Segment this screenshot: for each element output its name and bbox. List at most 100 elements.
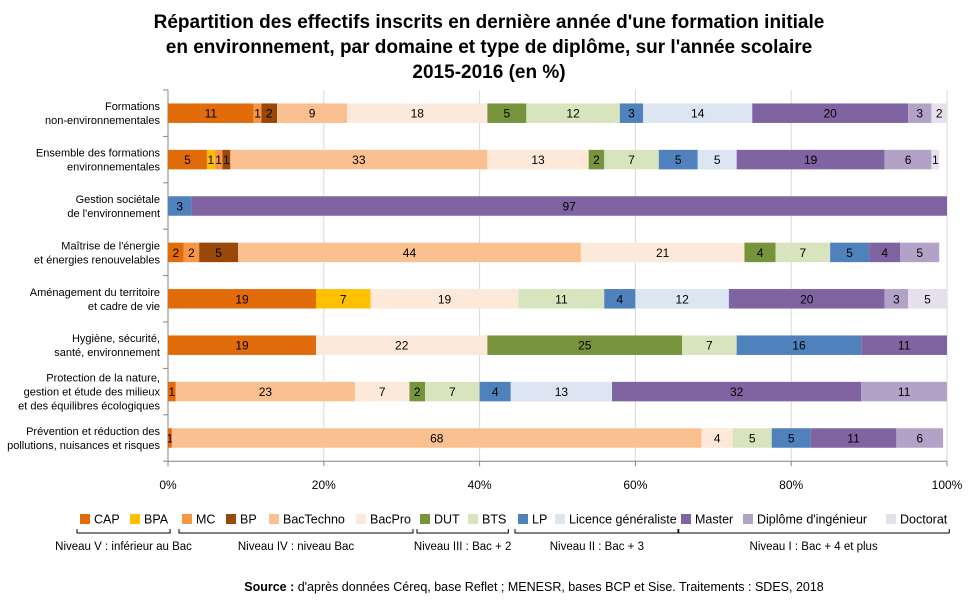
- data-label: 12: [675, 292, 689, 306]
- category-label-line: Hygiène, sécurité,: [72, 333, 160, 345]
- source-text: d'après données Céreq, base Reflet ; MEN…: [294, 580, 824, 594]
- data-label: 4: [881, 246, 888, 260]
- bar-segment: [487, 149, 589, 170]
- legend-swatch: [518, 514, 528, 524]
- bar-segment: [861, 381, 947, 402]
- legend-swatch: [681, 514, 691, 524]
- data-label: 18: [411, 107, 425, 121]
- bar-segment: [347, 103, 488, 123]
- data-label: 7: [379, 385, 386, 399]
- level-label: Niveau V : inférieur au Bac: [55, 541, 192, 553]
- x-tick-label: 80%: [779, 478, 803, 492]
- data-label: 11: [555, 292, 568, 306]
- level-label: Niveau IV : niveau Bac: [238, 541, 355, 553]
- category-label-line: et cadre de vie: [88, 301, 160, 313]
- data-label: 7: [449, 385, 456, 399]
- bar-segment: [168, 335, 317, 355]
- chart-title-line: Répartition des effectifs inscrits en de…: [153, 12, 825, 33]
- data-label: 2: [266, 107, 273, 121]
- data-label: 1: [223, 153, 230, 167]
- category-label: Formations non-environnementales: [45, 101, 160, 127]
- data-label: 11: [898, 385, 911, 399]
- data-label: 11: [847, 432, 860, 446]
- data-label: 4: [757, 246, 764, 260]
- data-label: 1: [932, 153, 939, 167]
- bar-segment: [206, 149, 215, 170]
- data-label: 4: [616, 292, 623, 306]
- data-label: 3: [916, 107, 923, 121]
- level-bracket: [677, 529, 950, 534]
- data-label: 7: [340, 292, 347, 306]
- legend-swatch: [182, 514, 192, 524]
- data-label: 5: [675, 153, 682, 167]
- bar-segment: [222, 149, 231, 170]
- legend-label: CAP: [94, 513, 120, 527]
- data-label: 20: [800, 292, 814, 306]
- chart-title: Répartition des effectifs inscrits en de…: [0, 10, 978, 85]
- level-bracket: [416, 529, 509, 534]
- data-label: 2: [414, 385, 421, 399]
- bar-segment: [168, 196, 192, 216]
- data-label: 19: [235, 292, 249, 306]
- bar-segment: [931, 103, 947, 123]
- bar-segment: [643, 103, 753, 123]
- bar-segment: [409, 381, 426, 402]
- data-label: 2: [593, 153, 600, 167]
- bar-segment: [682, 335, 737, 355]
- category-label-line: de l'environnement: [67, 208, 160, 220]
- legend-swatch: [80, 514, 90, 524]
- bar-segment: [479, 381, 511, 402]
- bar-segment: [183, 242, 200, 263]
- legend-swatch: [420, 514, 430, 524]
- bar-segment: [728, 289, 885, 309]
- data-label: 19: [804, 153, 818, 167]
- level-bracket: [514, 529, 680, 534]
- bar-segment: [261, 103, 278, 123]
- bar-segment: [487, 103, 527, 123]
- legend-swatch: [269, 514, 279, 524]
- data-label: 19: [235, 339, 249, 353]
- category-label: Ensemble des formations environnementales: [36, 148, 161, 174]
- data-label: 21: [656, 246, 670, 260]
- bar-segment: [908, 289, 947, 309]
- bar-segment: [316, 335, 488, 355]
- x-tick-label: 0%: [159, 478, 177, 492]
- data-label: 97: [563, 200, 577, 214]
- data-label: 32: [730, 385, 744, 399]
- data-label: 25: [578, 339, 592, 353]
- category-label: Prévention et réduction des pollutions, n…: [7, 426, 160, 452]
- data-label: 5: [749, 432, 756, 446]
- data-label: 23: [259, 385, 273, 399]
- data-label: 33: [352, 153, 366, 167]
- bar-segment: [230, 149, 488, 170]
- bar-segment: [896, 428, 944, 448]
- bar-segment: [168, 289, 317, 309]
- data-label: 11: [205, 107, 218, 121]
- bar-segment: [238, 242, 581, 263]
- category-label-line: Gestion sociétale: [76, 194, 160, 206]
- category-label: Aménagement du territoire et cadre de vie: [30, 287, 160, 313]
- bar-segment: [830, 242, 870, 263]
- legend-label: Licence généraliste: [569, 513, 677, 527]
- bar-segment: [253, 103, 262, 123]
- chart-title-line: en environnement, par domaine et type de…: [165, 37, 813, 58]
- data-label: 1: [169, 385, 176, 399]
- legend-swatch: [555, 514, 565, 524]
- source-prefix: Source :: [244, 580, 295, 594]
- legend-label: Diplôme d'ingénieur: [757, 513, 867, 527]
- category-label-line: et énergies renouvelables: [34, 254, 160, 266]
- data-label: 7: [628, 153, 635, 167]
- bar-segment: [168, 103, 254, 123]
- legend-swatch: [743, 514, 753, 524]
- level-label: Niveau II : Bac + 3: [550, 541, 644, 553]
- data-label: 5: [215, 246, 222, 260]
- data-label: 5: [504, 107, 511, 121]
- level-label: Niveau I : Bac + 4 et plus: [750, 541, 878, 553]
- bar-segment: [168, 149, 207, 170]
- bar-segment: [619, 103, 644, 123]
- bar-segment: [775, 242, 831, 263]
- data-label: 6: [905, 153, 912, 167]
- category-label-line: et des équilibres écologiques: [18, 401, 160, 413]
